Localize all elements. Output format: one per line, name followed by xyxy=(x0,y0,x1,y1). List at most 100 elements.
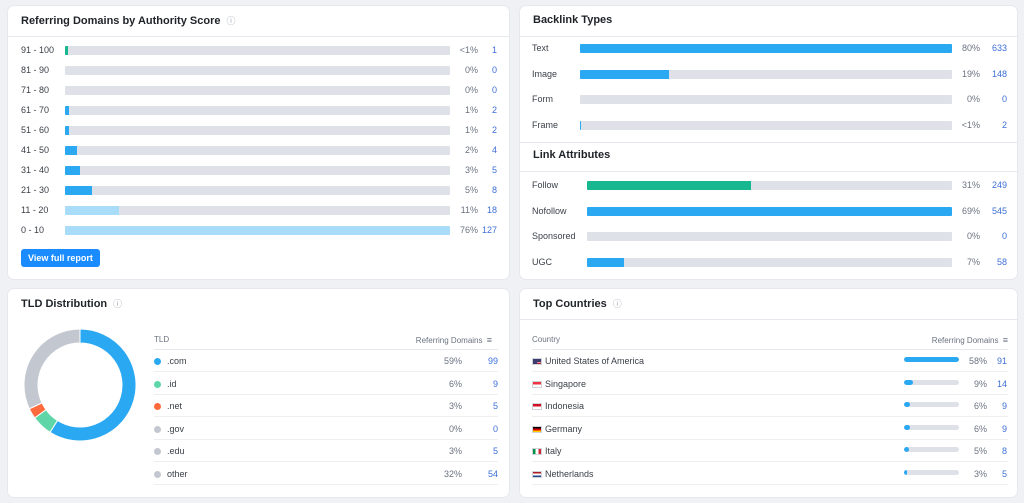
info-icon[interactable]: ⓘ xyxy=(226,16,236,26)
tld-row[interactable]: .id 6% 9 xyxy=(154,373,498,395)
tld-color-dot xyxy=(154,358,161,365)
row-count-link[interactable]: 249 xyxy=(991,180,1007,190)
countries-referring-domains-header[interactable]: Referring Domains ≡ xyxy=(900,335,1008,345)
row-count-link[interactable]: 18 xyxy=(486,205,497,215)
country-row[interactable]: Singapore 9% 14 xyxy=(532,373,1008,395)
donut-slice[interactable] xyxy=(49,328,137,442)
tld-row[interactable]: .com 59% 99 xyxy=(154,350,498,372)
row-count-link[interactable]: 148 xyxy=(991,68,1007,79)
sort-icon[interactable]: ≡ xyxy=(1002,335,1008,345)
country-row[interactable]: United States of America 58% 91 xyxy=(532,350,1008,372)
row-percent: 69% xyxy=(961,205,980,216)
row-count-link[interactable]: 0 xyxy=(1001,231,1007,241)
bar-fill xyxy=(65,46,69,55)
row-count-link[interactable]: 0 xyxy=(491,65,497,75)
country-row[interactable]: Indonesia 6% 9 xyxy=(532,395,1008,418)
row-count-link[interactable]: 0 xyxy=(492,423,498,434)
donut-slice[interactable] xyxy=(23,328,81,410)
country-name[interactable]: Indonesia xyxy=(545,401,585,412)
row-count-link[interactable]: 58 xyxy=(996,256,1007,267)
tld-name: .edu xyxy=(167,446,185,457)
row-count-link[interactable]: 4 xyxy=(491,145,497,155)
authority-row[interactable]: 0 - 10 76% 127 xyxy=(8,225,509,239)
row-count-link[interactable]: 0 xyxy=(491,85,497,95)
authority-row[interactable]: 51 - 60 1% 2 xyxy=(8,125,509,139)
row-count-link[interactable]: 5 xyxy=(492,401,498,412)
country-name[interactable]: Germany xyxy=(545,423,583,434)
row-count-link[interactable]: 9 xyxy=(492,378,498,389)
authority-row[interactable]: 91 - 100 <1% 1 xyxy=(8,45,509,59)
authority-row[interactable]: 41 - 50 2% 4 xyxy=(8,145,509,159)
backlinks-row[interactable]: Frame <1% 2 xyxy=(520,120,1017,134)
row-percent: 19% xyxy=(961,68,980,79)
flag-id-icon xyxy=(532,403,542,411)
tld-referring-domains-header[interactable]: Referring Domains ≡ xyxy=(388,335,492,345)
tld-row[interactable]: .net 3% 5 xyxy=(154,395,498,418)
tld-name: .gov xyxy=(167,423,185,434)
backlinks-row[interactable]: Text 80% 633 xyxy=(520,43,1017,57)
authority-row[interactable]: 61 - 70 1% 2 xyxy=(8,105,509,119)
bar-track xyxy=(65,86,450,95)
row-count-link[interactable]: 8 xyxy=(1001,446,1007,457)
country-label: Germany xyxy=(532,424,582,434)
row-count-link[interactable]: 2 xyxy=(491,125,497,135)
tld-color-dot xyxy=(154,448,161,456)
row-label: Follow xyxy=(532,180,559,190)
backlink-types-card: Backlink Types Text 80% 633 Image 19% 148 Form… xyxy=(520,6,1017,279)
tld-row[interactable]: .edu 3% 5 xyxy=(154,440,498,463)
attributes-row[interactable]: Sponsored 0% 0 xyxy=(520,231,1017,245)
row-count-link[interactable]: 5 xyxy=(491,165,497,175)
country-bar-fill xyxy=(904,424,910,430)
row-count-link[interactable]: 0 xyxy=(1001,94,1007,104)
row-count-link[interactable]: 1 xyxy=(491,45,497,55)
attributes-row[interactable]: UGC 7% 58 xyxy=(520,257,1017,271)
divider xyxy=(520,36,1017,37)
row-count-link[interactable]: 2 xyxy=(491,105,497,115)
row-count-link[interactable]: 127 xyxy=(481,225,497,235)
attributes-row[interactable]: Nofollow 69% 545 xyxy=(520,206,1017,220)
bar-fill xyxy=(65,186,92,195)
backlinks-row[interactable]: Form 0% 0 xyxy=(520,94,1017,108)
row-percent: 5% xyxy=(464,185,478,195)
authority-row[interactable]: 11 - 20 11% 18 xyxy=(8,205,509,219)
attributes-row[interactable]: Follow 31% 249 xyxy=(520,180,1017,194)
row-count-link[interactable]: 5 xyxy=(492,446,498,457)
country-name[interactable]: United States of America xyxy=(545,356,645,366)
sort-icon[interactable]: ≡ xyxy=(486,335,492,345)
country-name[interactable]: Singapore xyxy=(545,378,587,389)
row-count-link[interactable]: 9 xyxy=(1001,423,1007,434)
row-percent: <1% xyxy=(961,119,980,130)
flag-sg-icon xyxy=(532,380,542,388)
authority-row[interactable]: 31 - 40 3% 5 xyxy=(8,165,509,179)
country-row[interactable]: Italy 5% 8 xyxy=(532,440,1008,463)
row-count-link[interactable]: 5 xyxy=(1001,469,1007,479)
country-name[interactable]: Italy xyxy=(545,446,562,457)
country-bar-track xyxy=(904,424,959,430)
row-count-link[interactable]: 633 xyxy=(991,43,1007,53)
tld-row[interactable]: other 32% 54 xyxy=(154,463,498,485)
row-count-link[interactable]: 9 xyxy=(1001,401,1007,412)
row-percent: 0% xyxy=(464,85,478,95)
row-count-link[interactable]: 99 xyxy=(487,356,498,366)
bar-fill xyxy=(65,126,69,135)
tld-row[interactable]: .gov 0% 0 xyxy=(154,418,498,440)
flag-us-icon xyxy=(532,358,542,365)
authority-row[interactable]: 81 - 90 0% 0 xyxy=(8,65,509,79)
row-count-link[interactable]: 2 xyxy=(1001,119,1007,130)
country-row[interactable]: Netherlands 3% 5 xyxy=(532,463,1008,485)
country-label: Netherlands xyxy=(532,469,594,479)
info-icon[interactable]: ⓘ xyxy=(113,299,123,309)
row-count-link[interactable]: 91 xyxy=(996,356,1007,366)
info-icon[interactable]: ⓘ xyxy=(612,299,622,309)
row-count-link[interactable]: 545 xyxy=(991,205,1007,216)
authority-row[interactable]: 71 - 80 0% 0 xyxy=(8,85,509,99)
row-count-link[interactable]: 14 xyxy=(996,378,1007,389)
bar-track xyxy=(65,186,450,195)
country-name[interactable]: Netherlands xyxy=(545,469,594,479)
view-full-report-button[interactable]: View full report xyxy=(21,249,100,267)
row-count-link[interactable]: 54 xyxy=(487,469,498,479)
backlinks-row[interactable]: Image 19% 148 xyxy=(520,69,1017,83)
row-count-link[interactable]: 8 xyxy=(491,185,497,195)
authority-row[interactable]: 21 - 30 5% 8 xyxy=(8,185,509,199)
country-row[interactable]: Germany 6% 9 xyxy=(532,418,1008,440)
